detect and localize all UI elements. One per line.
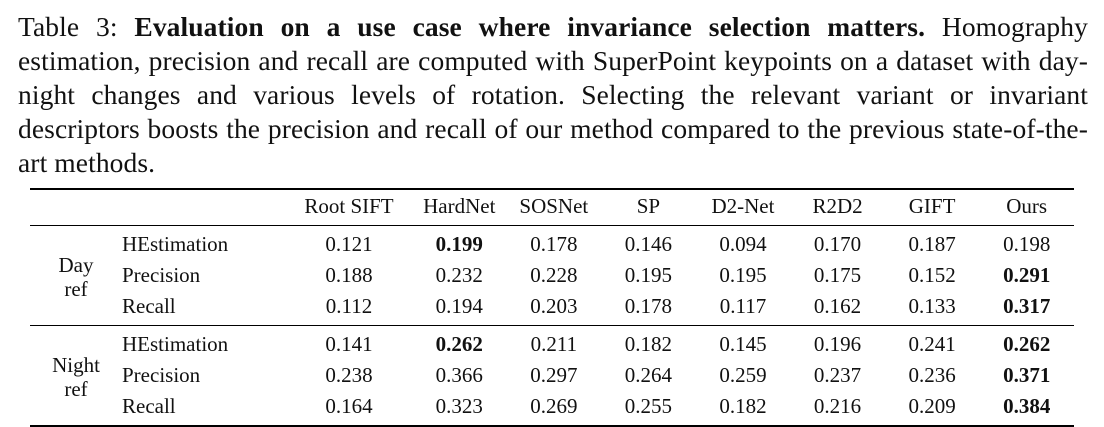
value-cell: 0.178 xyxy=(530,232,578,256)
table-row: Day ref HEstimation 0.121 0.199 0.178 0.146 0.0… xyxy=(30,226,1074,301)
value-cell: 0.262 xyxy=(412,325,507,360)
value-cell: 0.094 xyxy=(719,232,767,256)
column-header-sp: SP xyxy=(601,189,696,226)
value-cell: 0.264 xyxy=(624,363,673,387)
value-cell: 0.211 xyxy=(506,325,602,360)
column-header-r2d2: R2D2 xyxy=(790,189,885,226)
value-cell: 0.187 xyxy=(908,232,956,256)
value-cell: 0.236 xyxy=(908,363,956,387)
empty-header-cell xyxy=(122,189,286,226)
metric-label: Recall xyxy=(122,394,176,418)
value-cell: 0.162 xyxy=(813,294,862,318)
value-cell: 0.241 xyxy=(884,325,980,360)
value-cell: 0.366 xyxy=(435,363,483,387)
value-cell: 0.384 xyxy=(1003,394,1051,418)
caption-body: Homography estimation, precision and rec… xyxy=(18,11,1088,178)
table-row: Precision 0.188 0.232 0.228 0.195 0.195 0.175 0… xyxy=(30,260,1074,291)
value-cell: 0.195 xyxy=(624,263,673,287)
value-cell: 0.209 xyxy=(908,394,956,418)
value-cell: 0.259 xyxy=(719,363,767,387)
row-group-label-line: ref xyxy=(64,277,88,301)
value-cell: 0.317 xyxy=(1003,294,1051,318)
value-cell: 0.152 xyxy=(908,263,956,287)
column-header-sosnet: SOSNet xyxy=(506,189,602,226)
value-cell: 0.203 xyxy=(530,294,578,318)
value-cell: 0.146 xyxy=(624,232,673,256)
value-cell: 0.232 xyxy=(435,263,483,287)
value-cell: 0.145 xyxy=(695,325,791,360)
value-cell: 0.182 xyxy=(719,394,767,418)
value-cell: 0.297 xyxy=(530,363,578,387)
value-cell: 0.188 xyxy=(325,263,373,287)
empty-header-cell xyxy=(30,189,122,226)
column-header-d2-net: D2-Net xyxy=(695,189,791,226)
row-group-label-line: ref xyxy=(64,377,88,401)
column-header-ours: Ours xyxy=(979,189,1074,226)
value-cell: 0.175 xyxy=(813,263,862,287)
table-row: Night ref HEstimation 0.141 0.262 0.211 0.182 0… xyxy=(30,325,1074,426)
value-cell: 0.269 xyxy=(530,394,578,418)
metric-label: HEstimation xyxy=(122,232,229,256)
value-cell: 0.255 xyxy=(624,394,673,418)
metric-label: Recall xyxy=(122,294,176,318)
table-row: Recall 0.164 0.323 0.269 0.255 0.182 0.216 0.20… xyxy=(30,391,1074,426)
value-cell: 0.216 xyxy=(813,394,862,418)
value-cell: 0.121 xyxy=(325,232,373,256)
metric-label: Precision xyxy=(122,363,201,387)
caption-title: Evaluation on a use case where invarianc… xyxy=(134,11,926,42)
value-cell: 0.237 xyxy=(813,363,862,387)
value-cell: 0.117 xyxy=(719,294,767,318)
results-table: Root SIFT HardNet SOSNet SP D2-Net R2D2 GIFT Ou… xyxy=(30,188,1074,427)
value-cell: 0.164 xyxy=(325,394,373,418)
value-cell: 0.194 xyxy=(435,294,483,318)
column-header-root-sift: Root SIFT xyxy=(286,189,412,226)
table-caption: Table 3: Evaluation on a use case where … xyxy=(18,10,1088,180)
value-cell: 0.238 xyxy=(325,363,373,387)
value-cell: 0.291 xyxy=(1003,263,1051,287)
caption-label: Table 3: xyxy=(18,11,135,42)
value-cell: 0.195 xyxy=(719,263,767,287)
metric-label: HEstimation xyxy=(122,325,286,360)
value-cell: 0.198 xyxy=(1003,232,1051,256)
table-body: Day ref HEstimation 0.121 0.199 0.178 0.146 0.0… xyxy=(30,226,1074,426)
row-group-label-line: Day xyxy=(58,252,94,277)
column-header-hardnet: HardNet xyxy=(412,189,507,226)
value-cell: 0.133 xyxy=(908,294,956,318)
column-header-gift: GIFT xyxy=(884,189,980,226)
value-cell: 0.170 xyxy=(813,232,862,256)
value-cell: 0.141 xyxy=(286,325,412,360)
value-cell: 0.323 xyxy=(435,394,483,418)
table-row: Precision 0.238 0.366 0.297 0.264 0.259 0.237 0… xyxy=(30,360,1074,391)
row-group-label: Day ref xyxy=(30,226,122,326)
row-group-label: Night ref xyxy=(30,325,122,426)
value-cell: 0.196 xyxy=(790,325,885,360)
metric-label: Precision xyxy=(122,263,201,287)
value-cell: 0.228 xyxy=(530,263,578,287)
row-group-label-line: Night xyxy=(52,352,100,377)
value-cell: 0.262 xyxy=(979,325,1074,360)
value-cell: 0.182 xyxy=(601,325,696,360)
value-cell: 0.112 xyxy=(325,294,373,318)
value-cell: 0.199 xyxy=(435,232,483,256)
value-cell: 0.371 xyxy=(1003,363,1051,387)
value-cell: 0.178 xyxy=(624,294,673,318)
table-row: Recall 0.112 0.194 0.203 0.178 0.117 0.162 0.13… xyxy=(30,291,1074,326)
table-header-row: Root SIFT HardNet SOSNet SP D2-Net R2D2 GIFT Ou… xyxy=(30,189,1074,226)
